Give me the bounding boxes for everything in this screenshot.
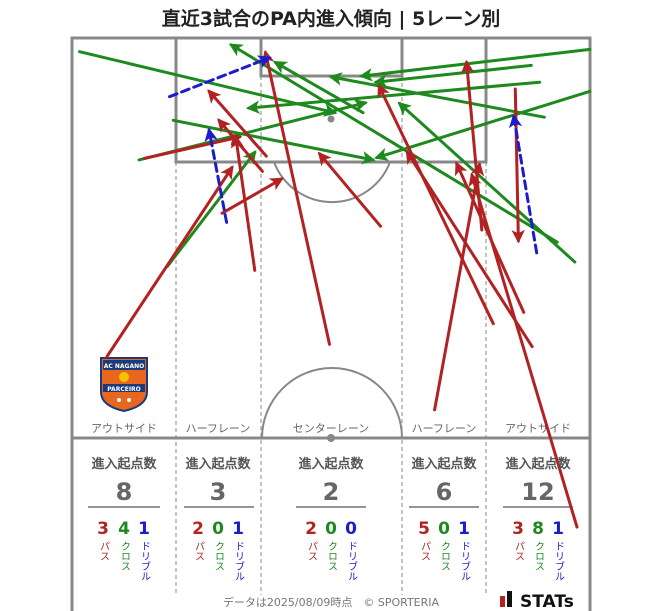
stat-total: 12 xyxy=(521,478,554,506)
stat-dribble-count: 1 xyxy=(458,519,470,539)
lane-stat-center: 進入起点数 2 2 0 0 パス クロス ドリブル xyxy=(296,456,366,581)
lane-stats: 進入起点数 8 3 4 1 パス クロス ドリブル 進入起点数 3 2 0 1 … xyxy=(88,456,573,581)
center-spot xyxy=(327,434,335,442)
stat-total: 3 xyxy=(210,478,227,506)
stat-dribble-count: 1 xyxy=(552,519,564,539)
cross-arrow xyxy=(246,80,542,114)
emblem-top-text: AC NAGANO xyxy=(104,363,145,370)
emblem-bottom-text: PARCEIRO xyxy=(107,386,141,393)
goal-area xyxy=(259,36,404,78)
entry-arrows xyxy=(78,43,592,529)
pass-arrow xyxy=(142,132,243,160)
stat-total: 6 xyxy=(436,478,453,506)
pass-arrow xyxy=(230,134,257,272)
stat-dribble-label: ドリブル xyxy=(233,541,245,581)
lane-stat-outside-left: 進入起点数 8 3 4 1 パス クロス ドリブル xyxy=(88,456,160,581)
pass-arrow xyxy=(261,49,331,346)
lane-label-outside-left: アウトサイド xyxy=(91,422,157,435)
pass-arrow xyxy=(207,89,268,158)
cross-arrow xyxy=(328,72,546,119)
lane-dividers xyxy=(175,76,487,595)
cross-arrow xyxy=(171,118,376,165)
club-emblem: AC NAGANO PARCEIRO xyxy=(100,357,148,413)
stat-cross-count: 4 xyxy=(118,519,130,539)
stat-cross-label: クロス xyxy=(119,541,130,571)
stat-cross-label: クロス xyxy=(533,541,544,571)
dribble-arrow xyxy=(168,55,272,99)
stat-pass-label: パス xyxy=(193,541,205,561)
lane-labels: アウトサイド ハーフレーン センターレーン ハーフレーン アウトサイド xyxy=(91,422,571,435)
stat-cross-count: 0 xyxy=(212,519,224,539)
stat-pass-label: パス xyxy=(419,541,431,561)
stat-cross-count: 0 xyxy=(325,519,337,539)
stat-cross-label: クロス xyxy=(326,541,337,571)
cross-arrow xyxy=(273,60,365,115)
pass-arrow xyxy=(220,177,284,215)
cross-arrow xyxy=(374,89,592,161)
stat-dribble-label: ドリブル xyxy=(139,541,151,581)
stat-total: 2 xyxy=(323,478,340,506)
stat-pass-label: パス xyxy=(306,541,318,561)
stat-pass-count: 2 xyxy=(305,519,317,539)
lane-stat-outside-right: 進入起点数 12 3 8 1 パス クロス ドリブル xyxy=(503,456,573,581)
footer-note: データは2025/08/09時点 © SPORTERIA xyxy=(223,595,440,609)
stat-cross-count: 0 xyxy=(438,519,450,539)
stat-dribble-count: 1 xyxy=(138,519,150,539)
pass-arrow xyxy=(377,83,495,326)
brand-mark xyxy=(500,596,505,607)
lane-label-center: センターレーン xyxy=(293,422,369,435)
pass-arrow xyxy=(433,161,485,412)
lane-label-outside-right: アウトサイド xyxy=(505,422,571,435)
stat-pass-count: 2 xyxy=(192,519,204,539)
stat-cross-label: クロス xyxy=(213,541,224,571)
brand-mark xyxy=(507,591,512,607)
stat-pass-count: 3 xyxy=(512,519,524,539)
cross-arrow xyxy=(373,63,533,88)
lane-label-halfspace-right: ハーフレーン xyxy=(412,422,477,435)
dribble-arrow xyxy=(204,127,229,224)
pass-arrow xyxy=(468,172,579,529)
dribble-arrow xyxy=(508,113,539,255)
center-circle xyxy=(261,367,403,439)
pass-arrow xyxy=(317,151,382,228)
stat-pass-count: 5 xyxy=(418,519,430,539)
stat-dribble-count: 0 xyxy=(345,519,357,539)
chart-title: 直近3試合のPA内進入傾向 | 5レーン別 xyxy=(162,7,501,30)
stat-dribble-label: ドリブル xyxy=(346,541,358,581)
stat-cross-count: 8 xyxy=(532,519,544,539)
stat-pass-label: パス xyxy=(513,541,525,561)
stats-brand-logo: STATs xyxy=(500,591,574,611)
stat-dribble-label: ドリブル xyxy=(459,541,471,581)
stat-dribble-count: 1 xyxy=(232,519,244,539)
cross-arrow xyxy=(228,43,559,244)
stat-cross-label: クロス xyxy=(439,541,450,571)
stat-header: 進入起点数 xyxy=(185,456,251,472)
stat-header: 進入起点数 xyxy=(91,456,157,472)
brand-text: STATs xyxy=(520,592,574,611)
stat-pass-count: 3 xyxy=(97,519,109,539)
penalty-arc xyxy=(273,161,391,204)
stat-header: 進入起点数 xyxy=(505,456,571,472)
cross-arrow xyxy=(358,47,592,82)
pass-arrow xyxy=(105,165,234,358)
stat-dribble-label: ドリブル xyxy=(553,541,565,581)
lane-label-halfspace-left: ハーフレーン xyxy=(186,422,251,435)
lane-stat-halfspace-left: 進入起点数 3 2 0 1 パス クロス ドリブル xyxy=(184,456,254,581)
stat-pass-label: パス xyxy=(98,541,110,561)
stat-header: 進入起点数 xyxy=(298,456,364,472)
stat-total: 8 xyxy=(116,478,133,506)
lane-stat-halfspace-right: 進入起点数 6 5 0 1 パス クロス ドリブル xyxy=(409,456,479,581)
penalty-spot xyxy=(327,115,335,123)
stat-header: 進入起点数 xyxy=(411,456,477,472)
